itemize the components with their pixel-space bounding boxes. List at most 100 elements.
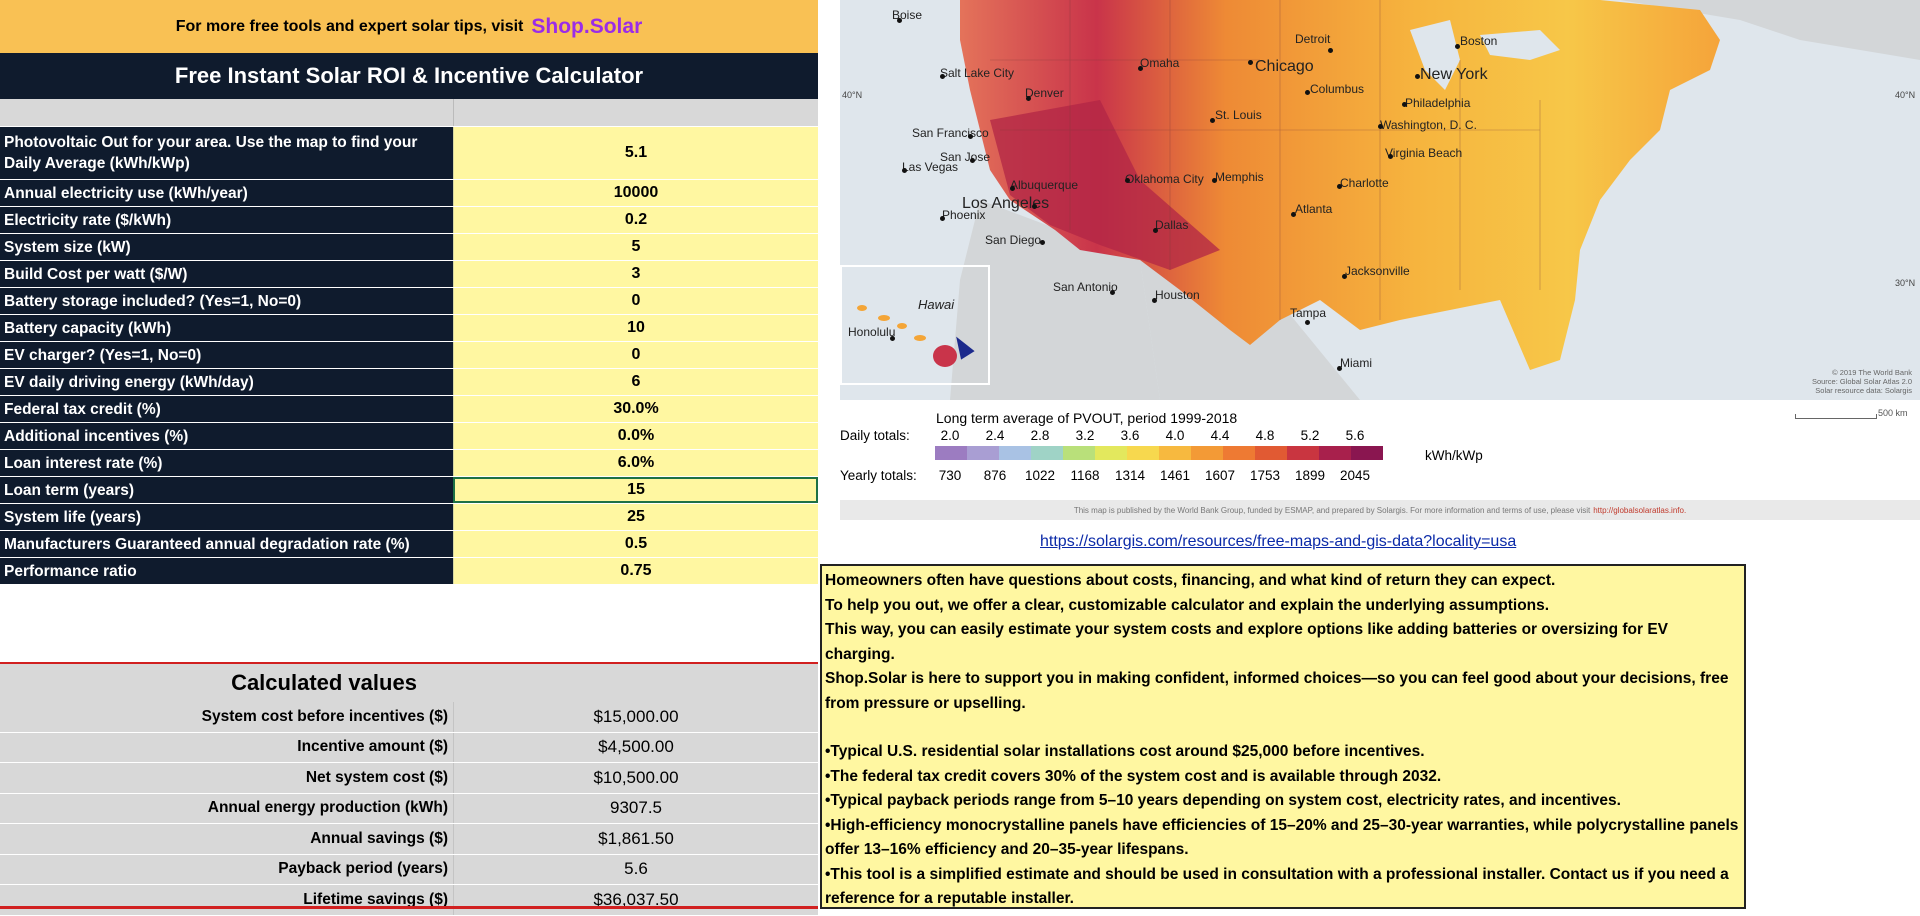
banner-text: For more free tools and expert solar tip… <box>175 17 524 35</box>
color-swatch <box>1127 446 1159 460</box>
city-marker <box>1110 290 1115 295</box>
city-label: Detroit <box>1295 32 1331 46</box>
calculated-label[interactable]: System cost before incentives ($) <box>0 702 453 732</box>
city-marker <box>1010 186 1015 191</box>
input-label[interactable]: Additional incentives (%) <box>0 423 453 449</box>
info-text-box[interactable]: Homeowners often have questions about co… <box>820 564 1746 909</box>
calculated-value[interactable]: $1,861.50 <box>453 824 818 854</box>
input-value-cell[interactable]: 0.0% <box>453 423 818 449</box>
scale-bar-label: 500 km <box>1878 408 1908 418</box>
yearly-tick: 2045 <box>1339 468 1371 483</box>
input-row: Manufacturers Guaranteed annual degradat… <box>0 531 818 558</box>
calculated-label[interactable]: Net system cost ($) <box>0 763 453 793</box>
input-value-cell[interactable]: 30.0% <box>453 396 818 422</box>
city-label: Atlanta <box>1295 202 1333 216</box>
calculated-label[interactable]: Annual savings ($) <box>0 824 453 854</box>
input-label[interactable]: Federal tax credit (%) <box>0 396 453 422</box>
calculated-label[interactable]: Lifetime savings ($) <box>0 885 453 915</box>
input-label[interactable]: Photovoltaic Out for your area. Use the … <box>0 127 453 179</box>
input-value-cell[interactable]: 0 <box>453 288 818 314</box>
calculated-value[interactable]: $4,500.00 <box>453 732 818 762</box>
daily-tick: 4.0 <box>1165 428 1185 443</box>
yearly-totals-label: Yearly totals: <box>840 468 917 483</box>
calculated-value[interactable]: $15,000.00 <box>453 702 818 732</box>
calculated-label[interactable]: Payback period (years) <box>0 854 453 884</box>
input-row: Build Cost per watt ($/W) 3 <box>0 261 818 288</box>
city-marker <box>890 336 895 341</box>
input-label[interactable]: Battery storage included? (Yes=1, No=0) <box>0 288 453 314</box>
input-label[interactable]: System size (kW) <box>0 234 453 260</box>
color-swatch <box>1031 446 1063 460</box>
color-scale <box>935 446 1383 460</box>
city-label: San Jose <box>940 150 991 164</box>
calculated-row: Net system cost ($) $10,500.00 <box>0 763 818 794</box>
daily-totals-label: Daily totals: <box>840 428 910 443</box>
calculated-row: Annual energy production (kWh) 9307.5 <box>0 793 818 824</box>
input-value-cell[interactable]: 0.2 <box>453 207 818 233</box>
solargis-link[interactable]: https://solargis.com/resources/free-maps… <box>1040 533 1517 550</box>
calculated-label[interactable]: Incentive amount ($) <box>0 732 453 762</box>
calculated-row: Lifetime savings ($) $36,037.50 <box>0 885 818 916</box>
calculated-label[interactable]: Annual energy production (kWh) <box>0 793 453 823</box>
input-label[interactable]: Loan interest rate (%) <box>0 450 453 476</box>
input-value-cell[interactable]: 10000 <box>453 180 818 206</box>
city-label: Dallas <box>1155 218 1189 232</box>
input-value-cell[interactable]: 3 <box>453 261 818 287</box>
city-label: Columbus <box>1310 82 1365 96</box>
input-value-cell[interactable]: 0.75 <box>453 558 818 584</box>
calculated-value[interactable]: 9307.5 <box>453 793 818 823</box>
map-attribution: This map is published by the World Bank … <box>840 500 1920 520</box>
globalsolaratlas-link[interactable]: http://globalsolaratlas.info. <box>1593 505 1687 515</box>
input-label[interactable]: Battery capacity (kWh) <box>0 315 453 341</box>
city-marker <box>1291 212 1296 217</box>
shop-solar-link[interactable]: Shop.Solar <box>531 14 643 38</box>
input-label[interactable]: Performance ratio <box>0 558 453 584</box>
input-value-cell[interactable]: 5 <box>453 234 818 260</box>
input-label[interactable]: Build Cost per watt ($/W) <box>0 261 453 287</box>
input-value-cell[interactable]: 0.5 <box>453 531 818 557</box>
info-paragraph: Shop.Solar is here to support you in mak… <box>825 670 1729 712</box>
info-paragraph: To help you out, we offer a clear, custo… <box>825 596 1550 614</box>
input-label[interactable]: System life (years) <box>0 504 453 530</box>
input-label[interactable]: EV charger? (Yes=1, No=0) <box>0 342 453 368</box>
info-paragraph: This way, you can easily estimate your s… <box>825 621 1669 663</box>
input-value-cell[interactable]: 15 <box>453 477 818 503</box>
city-label: Honolulu <box>848 325 896 339</box>
city-label: Houston <box>1155 288 1200 302</box>
input-label[interactable]: Loan term (years) <box>0 477 453 503</box>
city-marker <box>1125 178 1130 183</box>
daily-tick: 2.0 <box>940 428 960 443</box>
calculated-value[interactable]: $10,500.00 <box>453 763 818 793</box>
input-value-cell[interactable]: 25 <box>453 504 818 530</box>
solar-map[interactable]: 40°N 40°N 30°N Boise Salt Lake City Denver… <box>840 0 1920 400</box>
daily-tick: 2.8 <box>1030 428 1050 443</box>
calculated-value[interactable]: $36,037.50 <box>453 885 818 915</box>
input-value-cell[interactable]: 0 <box>453 342 818 368</box>
input-label[interactable]: Annual electricity use (kWh/year) <box>0 180 453 206</box>
city-label: Las Vegas <box>902 160 959 174</box>
input-label[interactable]: EV daily driving energy (kWh/day) <box>0 369 453 395</box>
latitude-label: 40°N <box>842 90 863 100</box>
yearly-tick: 876 <box>983 468 1007 483</box>
input-label[interactable]: Manufacturers Guaranteed annual degradat… <box>0 531 453 557</box>
input-label[interactable]: Electricity rate ($/kWh) <box>0 207 453 233</box>
input-value-cell[interactable]: 5.1 <box>453 127 818 179</box>
color-swatch <box>967 446 999 460</box>
calculated-value[interactable]: 5.6 <box>453 854 818 884</box>
input-value-cell[interactable]: 6 <box>453 369 818 395</box>
city-marker <box>1153 228 1158 233</box>
calculated-heading-text: Calculated values <box>231 670 417 695</box>
yearly-tick: 1022 <box>1024 468 1056 483</box>
city-label: Boston <box>1460 34 1498 48</box>
input-row: System life (years) 25 <box>0 504 818 531</box>
input-value-cell[interactable]: 10 <box>453 315 818 341</box>
input-value-cell[interactable]: 6.0% <box>453 450 818 476</box>
daily-tick: 3.6 <box>1120 428 1140 443</box>
attribution-text: This map is published by the World Bank … <box>1073 505 1591 515</box>
info-paragraph: •Typical U.S. residential solar installa… <box>825 743 1425 760</box>
header-spacer-row[interactable] <box>0 99 818 126</box>
city-label: St. Louis <box>1215 108 1262 122</box>
city-label: New York <box>1420 66 1488 83</box>
daily-tick: 2.4 <box>985 428 1005 443</box>
color-swatch <box>1319 446 1351 460</box>
